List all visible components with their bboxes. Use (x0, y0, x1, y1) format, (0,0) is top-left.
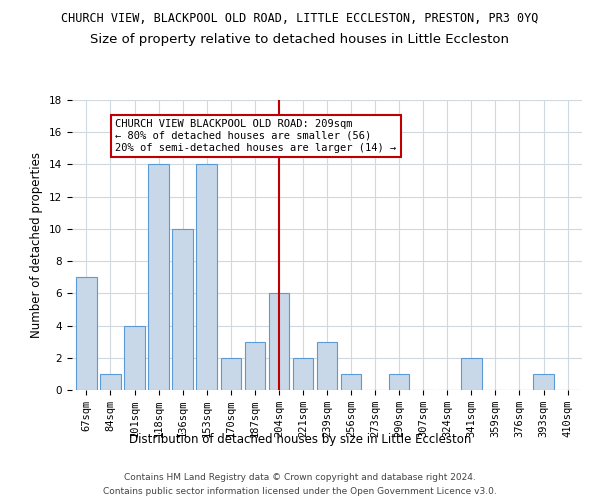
Bar (293, 358, 313, 390)
Bar (533, 374, 554, 390)
Bar (245, 342, 265, 390)
Text: CHURCH VIEW, BLACKPOOL OLD ROAD, LITTLE ECCLESTON, PRESTON, PR3 0YQ: CHURCH VIEW, BLACKPOOL OLD ROAD, LITTLE … (61, 12, 539, 26)
Bar (269, 294, 289, 390)
Bar (317, 342, 337, 390)
Bar (389, 374, 409, 390)
Y-axis label: Number of detached properties: Number of detached properties (31, 152, 43, 338)
Bar (76, 277, 97, 390)
Bar (172, 229, 193, 390)
Text: CHURCH VIEW BLACKPOOL OLD ROAD: 209sqm
← 80% of detached houses are smaller (56): CHURCH VIEW BLACKPOOL OLD ROAD: 209sqm ←… (115, 120, 397, 152)
Text: Contains HM Land Registry data © Crown copyright and database right 2024.: Contains HM Land Registry data © Crown c… (124, 472, 476, 482)
Bar (221, 358, 241, 390)
Bar (124, 326, 145, 390)
Bar (148, 164, 169, 390)
Bar (461, 358, 482, 390)
Text: Distribution of detached houses by size in Little Eccleston: Distribution of detached houses by size … (129, 432, 471, 446)
Bar (341, 374, 361, 390)
Text: Contains public sector information licensed under the Open Government Licence v3: Contains public sector information licen… (103, 488, 497, 496)
Bar (100, 374, 121, 390)
Bar (196, 164, 217, 390)
Text: Size of property relative to detached houses in Little Eccleston: Size of property relative to detached ho… (91, 32, 509, 46)
